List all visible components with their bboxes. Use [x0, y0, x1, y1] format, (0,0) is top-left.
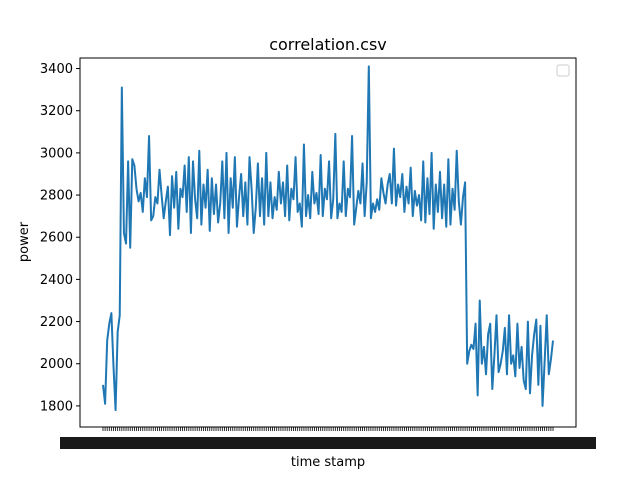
- legend-box: [556, 64, 570, 77]
- y-tick-label: 2200: [40, 315, 73, 330]
- chart-title: correlation.csv: [269, 35, 387, 54]
- x-axis: [60, 427, 596, 449]
- x-axis-label: time stamp: [291, 455, 365, 470]
- y-tick-label: 2400: [40, 273, 73, 288]
- y-tick-label: 2800: [40, 189, 73, 204]
- y-axis-label: power: [17, 221, 32, 262]
- x-tick-labels-overlapping: [60, 437, 596, 449]
- y-tick-label: 3400: [40, 62, 73, 77]
- y-tick-label: 3000: [40, 146, 73, 161]
- y-axis: 1800 2000 2200 2400 2600 2800 3000 3200 3400: [40, 62, 80, 414]
- y-tick-label: 2600: [40, 231, 73, 246]
- plot-area: [79, 57, 577, 428]
- series-line-power: [102, 65, 554, 412]
- y-tick-label: 3200: [40, 104, 73, 119]
- y-tick-label: 1800: [40, 399, 73, 414]
- y-tick-label: 2000: [40, 357, 73, 372]
